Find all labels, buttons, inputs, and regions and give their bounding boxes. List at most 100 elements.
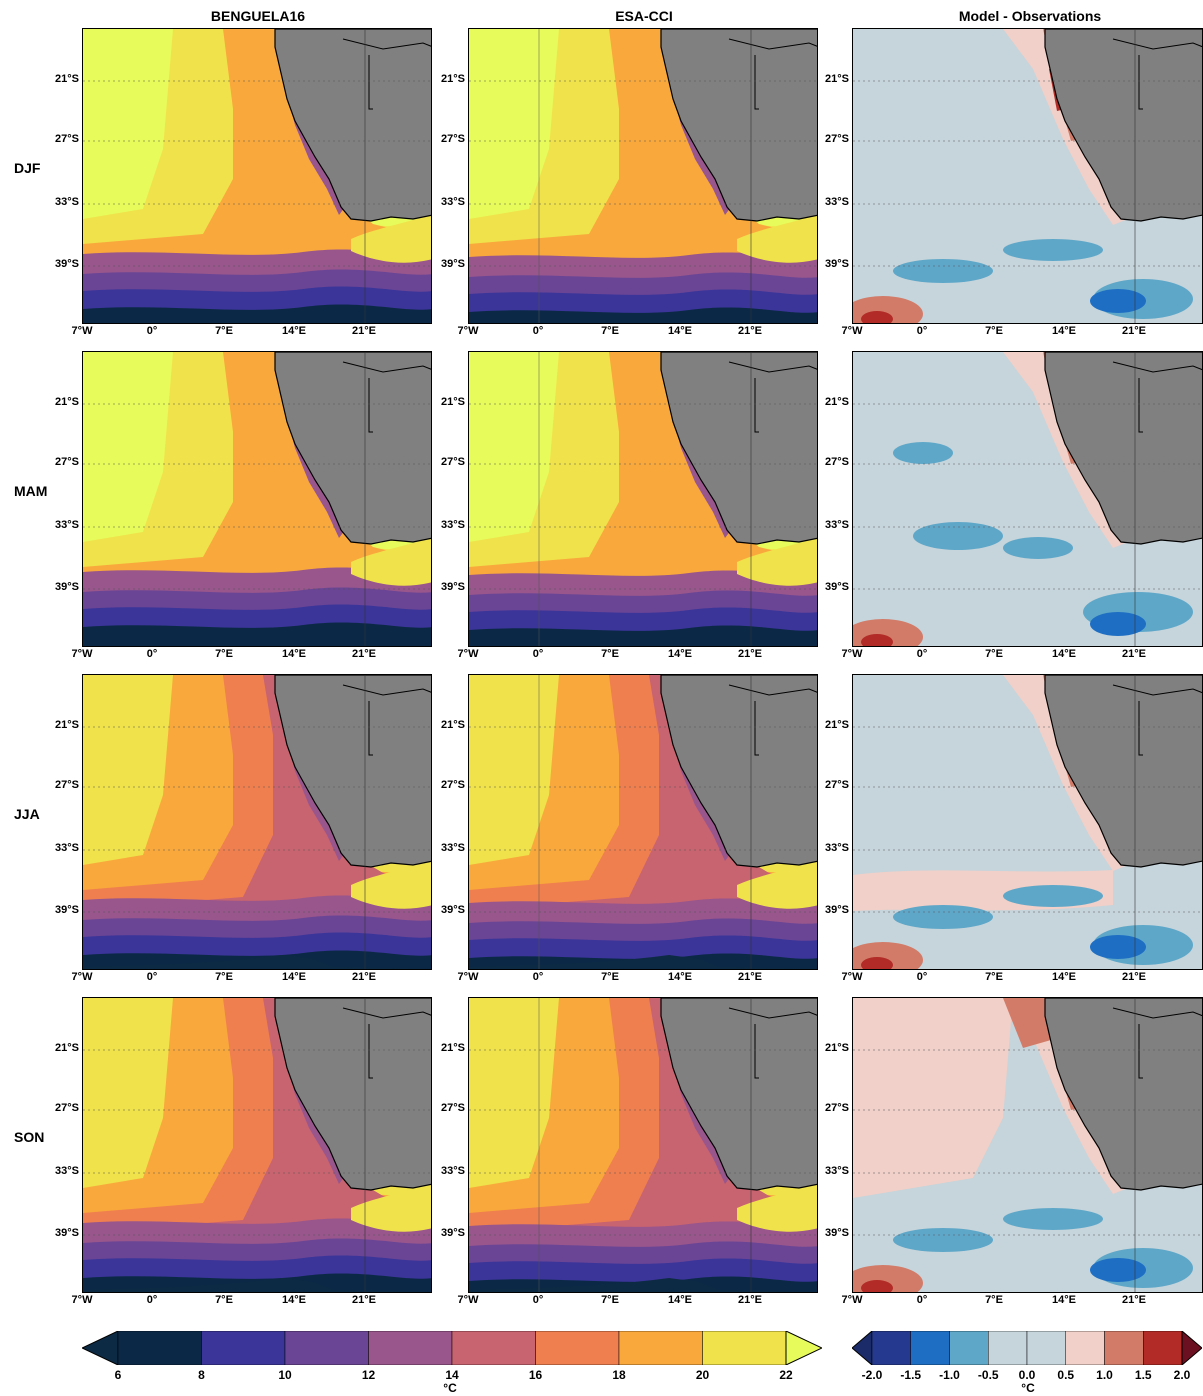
- lat-tick-label: 39°S: [825, 904, 849, 916]
- lon-tick-label: 21°E: [1122, 1294, 1146, 1306]
- diff-negative-patch: [1003, 537, 1073, 559]
- lon-tick-label: 7°E: [601, 648, 619, 660]
- lon-tick-label: 21°E: [1122, 971, 1146, 983]
- lon-tick-label: 7°W: [457, 325, 479, 337]
- colorbar-tick-label: 16: [528, 1368, 543, 1382]
- colorbar-tick-label: 0.5: [1057, 1368, 1075, 1382]
- sst-band: [469, 675, 817, 969]
- lon-tick-label: 7°E: [985, 1294, 1003, 1306]
- sst-agulhas: [737, 1183, 817, 1232]
- map-panel-son-col2: [468, 997, 818, 1293]
- country-border: [1112, 361, 1202, 433]
- land-mask: [1044, 675, 1202, 868]
- lon-tick-label: 14°E: [282, 1294, 306, 1306]
- map-panel-son-col1: [82, 997, 432, 1293]
- colorbar-tick-label: 1.5: [1134, 1368, 1152, 1382]
- lat-tick-label: 33°S: [441, 842, 465, 854]
- map-panel-son-col3: [852, 997, 1203, 1293]
- map-field: [469, 998, 817, 1292]
- colorbar-tick-label: 0.0: [1018, 1368, 1036, 1382]
- lon-tick-label: 7°E: [985, 325, 1003, 337]
- colorbar-tick-label: 10: [278, 1368, 292, 1382]
- sst-band: [83, 622, 431, 646]
- colorbar-extend-low: [82, 1331, 119, 1365]
- colorbar-segment: [910, 1331, 950, 1365]
- diff-negative-patch: [893, 1228, 993, 1252]
- sst-band: [469, 955, 817, 969]
- colorbar-tick-label: 22: [779, 1368, 793, 1382]
- map-field: [853, 29, 1202, 323]
- sst-agulhas: [351, 860, 431, 909]
- sst-band: [469, 625, 817, 646]
- sst-agulhas: [351, 1183, 431, 1232]
- map-panel-jja-col3: [852, 674, 1203, 970]
- lon-tick-label: 21°E: [352, 971, 376, 983]
- lat-tick-label: 21°S: [55, 73, 79, 85]
- colorbar-extend-high: [1181, 1331, 1202, 1365]
- diff-negative-core: [1090, 289, 1146, 313]
- land-mask: [1044, 998, 1202, 1191]
- diff-negative-patch: [893, 442, 953, 464]
- sst-band: [83, 955, 431, 969]
- map-field: [83, 675, 431, 969]
- lon-tick-label: 14°E: [282, 971, 306, 983]
- lat-tick-label: 39°S: [825, 258, 849, 270]
- map-panel-mam-col2: [468, 351, 818, 647]
- lon-tick-label: 0°: [146, 971, 158, 983]
- map-field: [853, 675, 1202, 969]
- diff-colorbar: [852, 1331, 1202, 1365]
- map-panel-mam-col3: [852, 351, 1203, 647]
- lat-tick-label: 27°S: [825, 779, 849, 791]
- lat-tick-label: 33°S: [55, 519, 79, 531]
- lon-tick-label: 7°W: [841, 325, 863, 337]
- lat-tick-label: 39°S: [441, 904, 465, 916]
- sst-band: [469, 998, 817, 1292]
- lat-tick-label: 33°S: [825, 196, 849, 208]
- lon-tick-label: 0°: [146, 648, 158, 660]
- lat-tick-label: 33°S: [825, 519, 849, 531]
- land-mask: [660, 29, 817, 222]
- colorbar-segment: [949, 1331, 989, 1365]
- lon-tick-label: 0°: [146, 1294, 158, 1306]
- map-field: [83, 29, 431, 323]
- lon-tick-label: 21°E: [1122, 648, 1146, 660]
- lat-tick-label: 21°S: [825, 719, 849, 731]
- lat-tick-label: 21°S: [55, 396, 79, 408]
- lon-tick-label: 7°E: [215, 971, 233, 983]
- lon-tick-label: 7°E: [985, 971, 1003, 983]
- lat-tick-label: 27°S: [55, 456, 79, 468]
- lon-tick-label: 0°: [532, 971, 544, 983]
- lat-tick-label: 21°S: [441, 719, 465, 731]
- row-label-son: SON: [14, 1129, 45, 1145]
- land-mask: [1044, 352, 1202, 545]
- lon-tick-label: 14°E: [1052, 1294, 1076, 1306]
- sst-band: [469, 307, 817, 323]
- sst-colorbar: [82, 1331, 822, 1365]
- lon-tick-label: 21°E: [738, 1294, 762, 1306]
- lon-tick-label: 14°E: [1052, 971, 1076, 983]
- lon-tick-label: 14°E: [668, 648, 692, 660]
- lon-tick-label: 21°E: [1122, 325, 1146, 337]
- lat-tick-label: 27°S: [441, 456, 465, 468]
- sst-agulhas: [737, 214, 817, 263]
- column-title-esa-cci: ESA-CCI: [615, 8, 673, 24]
- map-field: [853, 998, 1202, 1292]
- lon-tick-label: 7°W: [71, 325, 93, 337]
- lon-tick-label: 0°: [916, 648, 928, 660]
- lon-tick-label: 21°E: [352, 1294, 376, 1306]
- lon-tick-label: 21°E: [352, 648, 376, 660]
- colorbar-segment: [201, 1331, 286, 1365]
- diff-positive-core: [861, 1280, 893, 1292]
- colorbar-segment: [618, 1331, 703, 1365]
- colorbar-tick-label: 20: [695, 1368, 710, 1382]
- map-field: [469, 29, 817, 323]
- colorbar-segment: [702, 1331, 787, 1365]
- lon-tick-label: 0°: [532, 648, 544, 660]
- map-field: [469, 675, 817, 969]
- country-border: [728, 684, 817, 756]
- colorbar-tick-label: 2.0: [1173, 1368, 1191, 1382]
- lon-tick-label: 7°W: [457, 971, 479, 983]
- lon-tick-label: 21°E: [738, 971, 762, 983]
- sst-band: [83, 1278, 431, 1292]
- sst-band: [83, 304, 431, 323]
